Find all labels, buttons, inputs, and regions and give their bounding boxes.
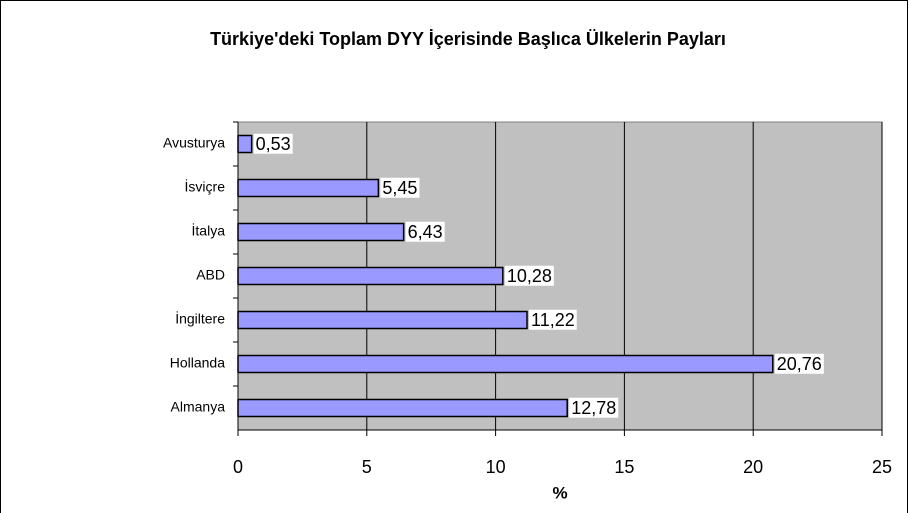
y-tick-label: ABD: [196, 267, 225, 283]
x-tick-label: 25: [872, 457, 892, 477]
x-tick-label: 10: [486, 457, 506, 477]
value-label: 12,78: [571, 398, 616, 418]
bar: [237, 266, 504, 286]
y-tick-label: İngiltere: [175, 310, 225, 327]
value-label: 5,45: [382, 178, 417, 198]
y-tick-label: Hollanda: [170, 355, 225, 371]
bar: [237, 398, 568, 418]
chart-title: Türkiye'deki Toplam DYY İçerisinde Başlı…: [210, 29, 726, 49]
value-label-bg: [405, 221, 445, 242]
y-tick-label: Avusturya: [163, 135, 225, 151]
value-label-bg: [569, 397, 619, 418]
value-label-bg: [504, 265, 554, 286]
value-label-bg: [380, 177, 420, 198]
x-tick-label: 0: [233, 457, 243, 477]
bar: [237, 222, 405, 242]
value-label: 20,76: [777, 354, 822, 374]
value-label-bg: [529, 309, 577, 330]
y-tick-label: Almanya: [171, 399, 226, 415]
value-label-bg: [774, 353, 824, 374]
bar: [237, 178, 380, 198]
bar: [237, 310, 528, 330]
value-label: 10,28: [507, 266, 552, 286]
x-tick-label: 5: [362, 457, 372, 477]
bar: [237, 134, 253, 154]
value-label: 6,43: [408, 222, 443, 242]
x-axis-label: %: [552, 483, 567, 502]
value-label-bg: [253, 133, 293, 154]
bar: [237, 354, 774, 374]
y-tick-label: İtalya: [192, 222, 226, 239]
x-tick-label: 15: [614, 457, 634, 477]
value-label: 11,22: [531, 310, 575, 330]
x-tick-label: 20: [743, 457, 763, 477]
value-label: 0,53: [256, 134, 291, 154]
y-tick-label: İsviçre: [185, 178, 226, 195]
